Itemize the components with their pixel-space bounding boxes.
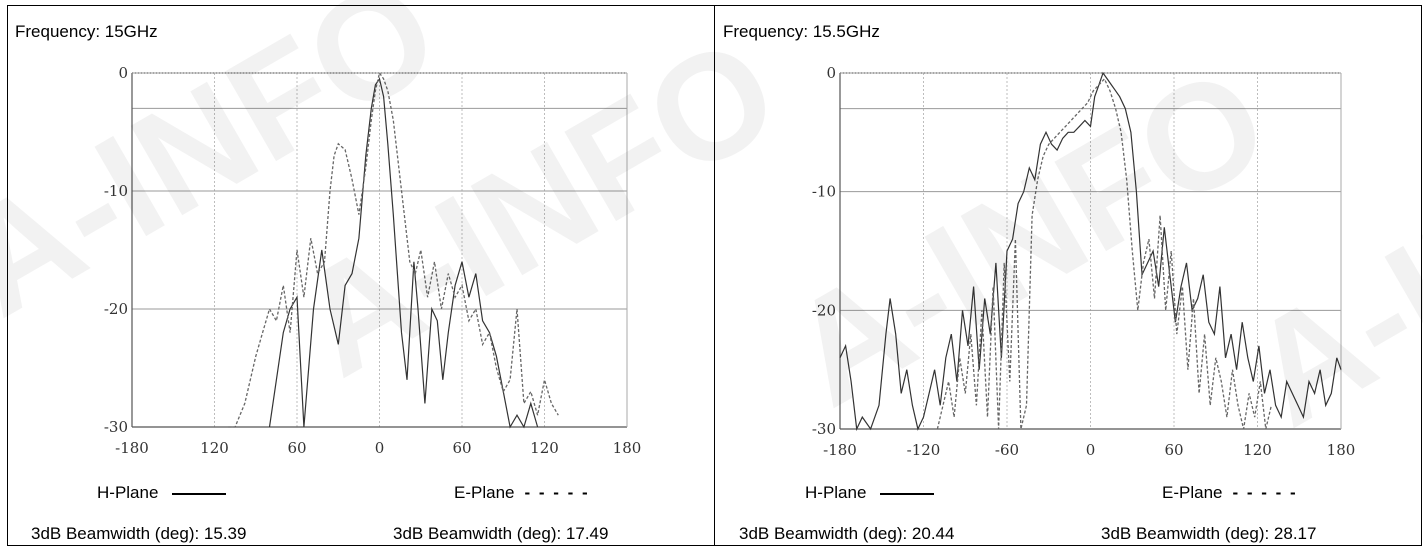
radiation-pattern-chart-15ghz: 0 -10 -20 -30 -180 120 60 0 60 120 180 xyxy=(104,64,642,457)
legend-e-plane: E-Plane - - - - - xyxy=(454,483,590,503)
x-tick-label: -60 xyxy=(995,441,1019,459)
legend-e-plane: E-Plane - - - - - xyxy=(1162,483,1298,503)
h-plane-series-line xyxy=(268,77,539,429)
panel-15ghz: 0 -10 -20 -30 -180 120 60 0 60 120 180 Frequency: … xyxy=(7,5,714,546)
panel-15-5ghz: 0 -10 -20 -30 -180 -120 -60 0 60 120 180 Frequency… xyxy=(715,5,1422,546)
x-tick-label: 0 xyxy=(1086,441,1096,459)
dashed-line-symbol: - - - - - xyxy=(1232,483,1298,502)
legend-e-plane-label: E-Plane xyxy=(454,483,515,502)
y-tick-label: 0 xyxy=(118,64,128,82)
beamwidth-h-plane: 3dB Beamwidth (deg): 15.39 xyxy=(31,524,247,543)
x-tick-label: 180 xyxy=(1327,441,1356,459)
legend-h-plane: H-Plane xyxy=(805,483,935,503)
frequency-label: Frequency: 15.5GHz xyxy=(723,22,880,41)
y-tick-label: -30 xyxy=(812,420,836,438)
x-tick-label: -180 xyxy=(115,439,149,457)
e-plane-series-line xyxy=(228,71,559,428)
x-tick-label: 60 xyxy=(287,439,306,457)
beamwidth-e-plane: 3dB Beamwidth (deg): 28.17 xyxy=(1101,524,1317,543)
legend-e-plane-label: E-Plane xyxy=(1162,483,1223,502)
radiation-pattern-chart-15-5ghz: 0 -10 -20 -30 -180 -120 -60 0 60 120 180 xyxy=(812,64,1356,459)
frequency-label: Frequency: 15GHz xyxy=(15,22,158,41)
y-tick-label: -10 xyxy=(104,182,128,200)
dashed-line-symbol: - - - - - xyxy=(524,483,590,502)
x-tick-label: 120 xyxy=(200,439,229,457)
x-tick-label: -180 xyxy=(823,441,857,459)
x-tick-label: 120 xyxy=(530,439,559,457)
e-plane-series-line xyxy=(936,77,1273,430)
y-tick-label: -20 xyxy=(812,301,836,319)
x-tick-label: 60 xyxy=(1164,441,1183,459)
y-tick-label: 0 xyxy=(826,64,836,82)
y-tick-label: -20 xyxy=(104,300,128,318)
y-tick-label: -10 xyxy=(812,183,836,201)
x-tick-label: 0 xyxy=(375,439,385,457)
x-tick-label: 120 xyxy=(1243,441,1272,459)
beamwidth-e-plane: 3dB Beamwidth (deg): 17.49 xyxy=(393,524,609,543)
beamwidth-h-plane: 3dB Beamwidth (deg): 20.44 xyxy=(739,524,955,543)
x-tick-label: 60 xyxy=(452,439,471,457)
legend-h-plane: H-Plane xyxy=(97,483,227,503)
x-tick-label: 180 xyxy=(613,439,642,457)
y-tick-label: -30 xyxy=(104,418,128,436)
panel-divider xyxy=(714,5,715,546)
h-plane-series-line xyxy=(839,71,1342,432)
solid-line-symbol xyxy=(172,492,227,495)
legend-h-plane-label: H-Plane xyxy=(97,483,159,502)
x-tick-label: -120 xyxy=(907,441,941,459)
legend-h-plane-label: H-Plane xyxy=(805,483,867,502)
solid-line-symbol xyxy=(880,492,935,495)
